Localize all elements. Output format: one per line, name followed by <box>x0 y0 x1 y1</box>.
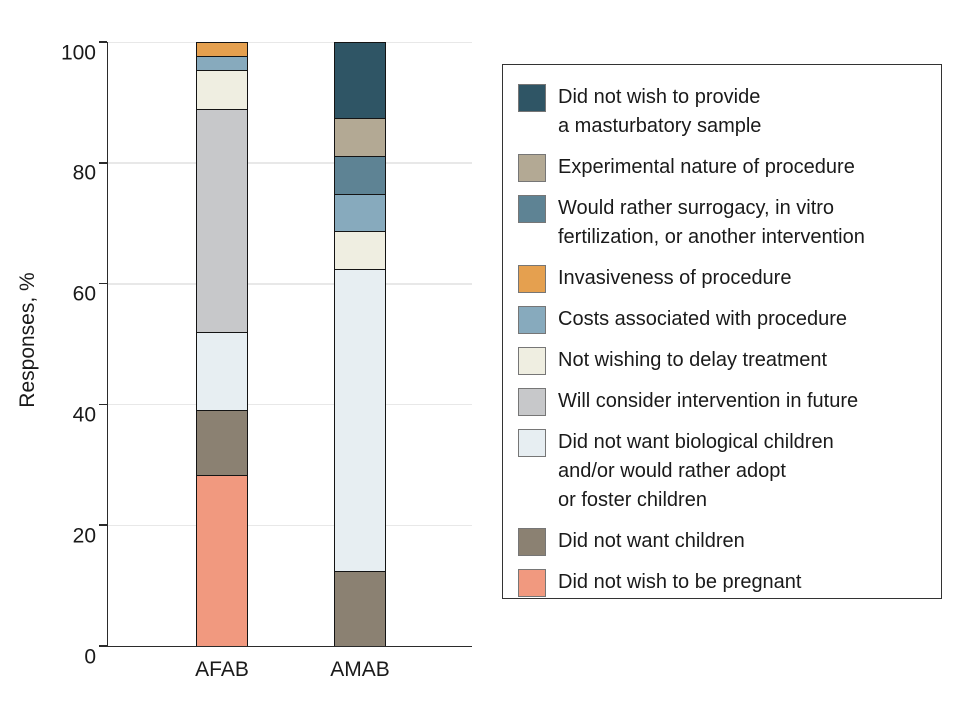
y-tick <box>98 282 107 285</box>
bar-segment <box>197 108 247 332</box>
bar-segment <box>197 331 247 410</box>
legend-swatch <box>518 195 546 223</box>
legend-item: Did not want biological children and/or w… <box>518 428 931 515</box>
bar-segment <box>197 43 247 57</box>
y-tick <box>98 162 107 164</box>
legend-item: Not wishing to delay treatment <box>518 346 931 375</box>
legend-swatch <box>518 265 546 293</box>
gridline <box>108 403 472 406</box>
legend-item: Did not wish to be pregnant <box>518 568 931 597</box>
y-tick <box>98 403 107 406</box>
legend-swatch <box>518 569 546 597</box>
gridline <box>108 162 472 164</box>
gridline <box>108 283 472 285</box>
legend-swatch <box>518 429 546 457</box>
legend-item-label: Did not wish to be pregnant <box>558 571 802 593</box>
bar-amab <box>334 42 386 646</box>
y-axis-title: Responses, % <box>16 272 39 408</box>
legend-swatch <box>518 347 546 375</box>
bar-segment <box>197 475 247 646</box>
legend-item-label: Experimental nature of procedure <box>558 156 855 178</box>
legend-item: Did not wish to provide a masturbatory sa… <box>518 83 931 141</box>
legend-item-label: Will consider intervention in future <box>558 390 859 412</box>
legend-item: Costs associated with procedure <box>518 305 931 334</box>
x-axis-label-amab: AMAB <box>330 658 390 681</box>
bar-segment <box>197 69 247 109</box>
legend-item: Would rather surrogacy, in vitro fertiliz… <box>518 194 931 252</box>
y-tick <box>98 41 107 43</box>
legend-item: Will consider intervention in future <box>518 387 931 416</box>
legend-swatch <box>518 528 546 556</box>
legend-item-label: Would rather surrogacy, in vitro fertiliz… <box>558 197 865 248</box>
gridline <box>108 524 472 527</box>
y-tick-label: 0 <box>84 645 96 668</box>
bar-segment <box>335 43 385 119</box>
legend-swatch <box>518 388 546 416</box>
bar-segment <box>197 56 247 70</box>
bar-segment <box>335 231 385 270</box>
y-tick <box>98 645 107 647</box>
legend-item-label: Costs associated with procedure <box>558 308 848 330</box>
bar-segment <box>335 269 385 571</box>
plot-area: 0 20 40 60 80 100 AFAB AMAB <box>61 41 472 681</box>
legend-item-label: Not wishing to delay treatment <box>558 349 828 371</box>
y-tick-label: 80 <box>72 161 96 185</box>
x-axis-label-afab: AFAB <box>195 658 249 681</box>
bar-segment <box>335 118 385 157</box>
legend-item-label: Did not wish to provide a masturbatory sa… <box>558 86 762 137</box>
legend-swatch <box>518 306 546 334</box>
legend-swatch <box>518 84 546 112</box>
y-tick-label: 20 <box>72 524 96 548</box>
y-tick <box>98 524 107 526</box>
legend-item-label: Invasiveness of procedure <box>558 267 792 289</box>
bar-afab <box>196 42 248 646</box>
legend-swatch <box>518 154 546 182</box>
legend-box: Did not wish to provide a masturbatory sa… <box>502 64 942 599</box>
bar-segment <box>335 156 385 194</box>
legend-item: Experimental nature of procedure <box>518 153 931 182</box>
legend-item: Did not want children <box>518 527 931 556</box>
gridline <box>108 41 472 43</box>
bar-segment <box>335 570 385 646</box>
legend-item: Invasiveness of procedure <box>518 264 931 293</box>
y-tick-label: 100 <box>60 41 96 64</box>
y-tick-label: 60 <box>72 282 96 306</box>
y-tick-label: 40 <box>72 403 96 427</box>
bar-segment <box>335 193 385 232</box>
bar-segment <box>197 409 247 476</box>
legend-item-label: Did not want children <box>558 530 745 552</box>
legend-items: Did not wish to provide a masturbatory sa… <box>518 83 931 597</box>
legend-item-label: Did not want biological children and/or w… <box>558 431 834 511</box>
